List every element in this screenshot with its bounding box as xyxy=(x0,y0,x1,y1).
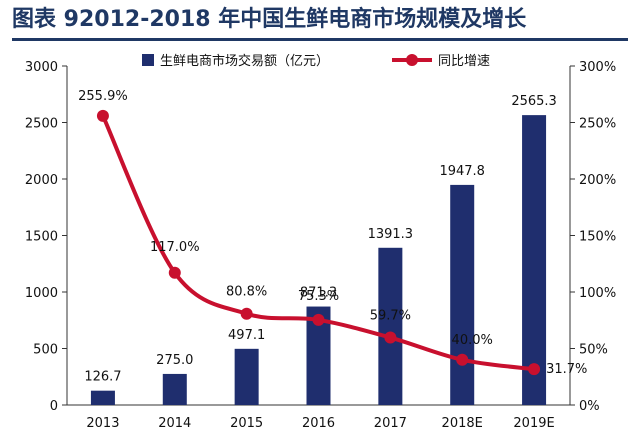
growth-rate-label: 80.8% xyxy=(226,285,267,300)
growth-rate-point xyxy=(240,307,253,320)
bar-value-label: 871.3 xyxy=(300,286,337,301)
growth-rate-label: 117.0% xyxy=(150,240,200,255)
legend-line-marker xyxy=(406,54,418,66)
title-underline xyxy=(12,38,628,41)
growth-rate-point xyxy=(312,313,325,326)
legend-bar-label: 生鲜电商市场交易额（亿元） xyxy=(160,53,329,69)
growth-rate-label: 75.3% xyxy=(298,289,339,304)
bar xyxy=(450,184,475,405)
growth-rate-point xyxy=(168,266,181,279)
right-tick-label: 200% xyxy=(579,173,616,188)
growth-rate-label: 40.0% xyxy=(452,333,493,348)
x-tick-label: 2017 xyxy=(374,416,407,431)
bar-value-label: 497.1 xyxy=(228,328,265,343)
left-tick-label: 3000 xyxy=(25,60,58,75)
right-tick-label: 0% xyxy=(579,399,600,414)
x-tick-label: 2016 xyxy=(302,416,335,431)
left-tick-label: 2500 xyxy=(25,117,58,132)
x-tick-label: 2013 xyxy=(86,416,119,431)
bar-value-label: 126.7 xyxy=(84,370,121,385)
left-tick-label: 1000 xyxy=(25,286,58,301)
bar xyxy=(234,348,259,405)
x-tick-label: 2014 xyxy=(158,416,191,431)
right-tick-label: 300% xyxy=(579,60,616,75)
left-tick-label: 0 xyxy=(50,399,58,414)
x-tick-label: 2018E xyxy=(442,416,483,431)
legend-bar-swatch xyxy=(142,54,154,66)
growth-rate-point xyxy=(456,353,469,366)
right-tick-label: 150% xyxy=(579,230,616,245)
right-tick-label: 50% xyxy=(579,343,608,358)
left-tick-label: 500 xyxy=(33,343,58,358)
bar-value-label: 275.0 xyxy=(156,353,193,368)
bar-value-label: 1947.8 xyxy=(439,164,485,179)
left-tick-label: 1500 xyxy=(25,230,58,245)
chart-title: 图表 92012-2018 年中国生鲜电商市场规模及增长 xyxy=(12,7,527,32)
legend-line-label: 同比增速 xyxy=(438,54,490,69)
right-tick-label: 100% xyxy=(579,286,616,301)
x-tick-label: 2015 xyxy=(230,416,263,431)
left-tick-label: 2000 xyxy=(25,173,58,188)
x-tick-label: 2019E xyxy=(513,416,554,431)
growth-rate-label: 59.7% xyxy=(370,309,411,324)
bar xyxy=(90,390,115,405)
bar xyxy=(522,115,547,406)
growth-rate-point xyxy=(528,363,541,376)
growth-rate-point xyxy=(96,109,109,122)
growth-rate-label: 31.7% xyxy=(546,362,587,377)
bar xyxy=(162,373,187,405)
bar xyxy=(378,247,403,405)
growth-rate-point xyxy=(384,331,397,344)
bar-value-label: 2565.3 xyxy=(511,94,557,109)
bar-value-label: 1391.3 xyxy=(368,227,414,242)
right-tick-label: 250% xyxy=(579,117,616,132)
growth-rate-label: 255.9% xyxy=(78,89,128,104)
